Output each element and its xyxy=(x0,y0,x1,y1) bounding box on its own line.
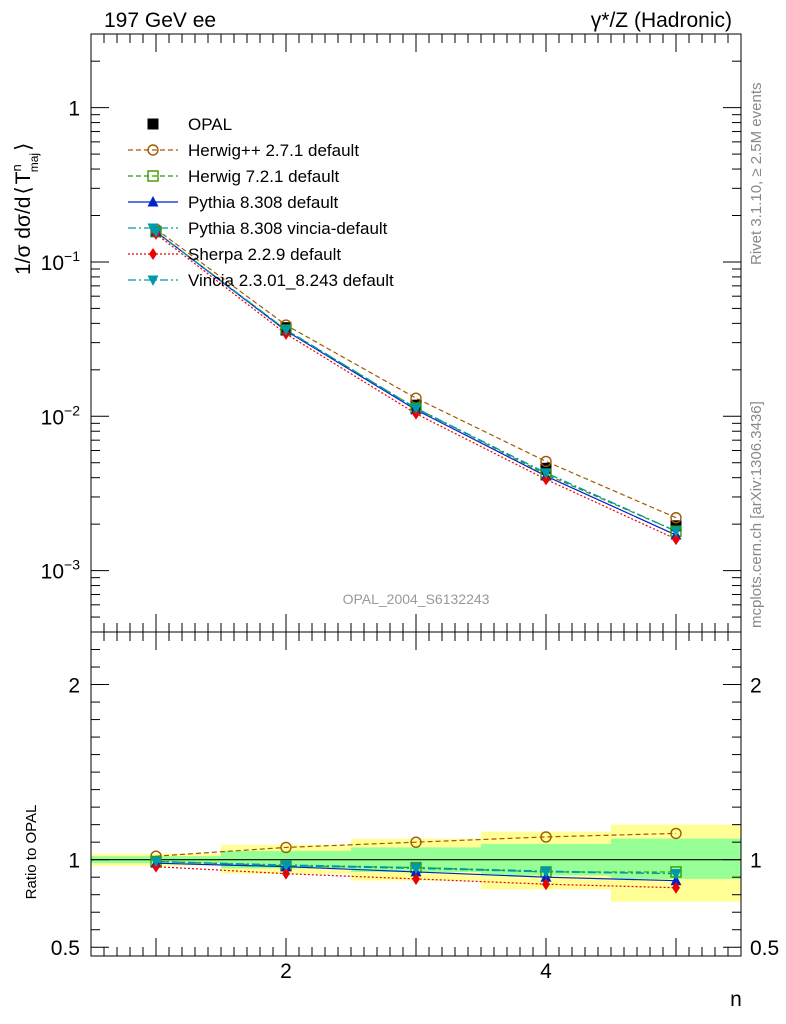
series-point-6-3 xyxy=(410,403,422,415)
data-point-4 xyxy=(540,462,552,474)
ratio-point-5-3 xyxy=(412,872,420,885)
series-point-6-5 xyxy=(670,526,682,538)
ratio-series xyxy=(150,827,682,894)
ratio-point-6-4 xyxy=(540,866,552,878)
x-tick-label-2: 4 xyxy=(540,960,552,983)
series-point-1-4 xyxy=(540,455,552,468)
ratio-point-5-5 xyxy=(672,881,680,894)
ratio-point-3-5 xyxy=(670,874,682,886)
series-point-5-5 xyxy=(672,533,680,546)
legend-marker-6 xyxy=(147,275,159,286)
y-tick-label-3: 10−1 xyxy=(41,248,81,275)
ratio-y-tick-label-left-1: 0.5 xyxy=(51,937,80,960)
ratio-point-1-3 xyxy=(410,836,422,848)
series-line-1 xyxy=(155,228,677,519)
ratio-point-6-1 xyxy=(150,856,162,868)
legend-label-3: Pythia 8.308 default xyxy=(188,193,339,212)
series-line-6 xyxy=(155,231,677,532)
series-point-5-4 xyxy=(542,473,550,486)
mcplots-label: mcplots.cern.ch [arXiv:1306.3436] xyxy=(748,401,765,628)
legend-marker-0 xyxy=(147,118,159,130)
ratio-point-5-2 xyxy=(282,867,290,880)
ratio-y-tick-label-right-2: 1 xyxy=(750,850,762,873)
ratio-y-tick-label-left-2: 1 xyxy=(68,850,80,873)
ratio-point-1-4 xyxy=(540,831,552,843)
legend-label-0: OPAL xyxy=(188,115,232,134)
y-tick-label-2: 10−2 xyxy=(41,402,81,429)
ratio-line-1 xyxy=(155,832,677,857)
ratio-y-tick-label-right-3: 2 xyxy=(750,675,762,698)
legend-label-6: Vincia 2.3.01_8.243 default xyxy=(188,271,394,290)
legend-label-1: Herwig++ 2.7.1 default xyxy=(188,141,359,160)
axes: 10−3 10−2 10−1 1 0.5 0.5 1 1 2 2 2 4 xyxy=(41,33,779,983)
ratio-panel-frame xyxy=(90,631,742,957)
top-y-axis-label: 1/σ dσ/d⟨Tn maj⟩ xyxy=(9,143,41,275)
y-tick-label-4: 1 xyxy=(68,98,80,121)
ratio-point-1-2 xyxy=(280,841,292,854)
ratio-point-5-4 xyxy=(542,878,550,891)
energy-label: 197 GeV ee xyxy=(104,9,216,32)
process-label: γ*/Z (Hadronic) xyxy=(591,9,732,32)
analysis-watermark: OPAL_2004_S6132243 xyxy=(343,591,490,607)
series-point-6-2 xyxy=(280,325,292,336)
legend-label-4: Pythia 8.308 vincia-default xyxy=(188,219,388,238)
legend: OPAL Herwig++ 2.7.1 default Herwig 7.2.1 d… xyxy=(128,115,394,290)
legend-marker-1 xyxy=(147,144,159,156)
series-point-6-4 xyxy=(540,468,552,479)
ratio-point-6-2 xyxy=(280,860,292,871)
ratio-point-6-5 xyxy=(670,869,682,880)
legend-label-5: Sherpa 2.2.9 default xyxy=(188,245,341,264)
y-tick-label-1: 10−3 xyxy=(41,557,81,584)
ratio-y-tick-label-right-1: 0.5 xyxy=(750,937,779,960)
legend-marker-5 xyxy=(149,248,157,260)
ratio-y-tick-label-left-3: 2 xyxy=(68,675,80,698)
legend-marker-2 xyxy=(147,170,159,182)
ratio-point-1-5 xyxy=(670,827,682,840)
ratio-point-6-3 xyxy=(410,863,422,874)
series-point-1-5 xyxy=(670,512,682,524)
x-axis-label: n xyxy=(730,988,742,1011)
rivet-version-label: Rivet 3.1.10, ≥ 2.5M events xyxy=(748,83,765,266)
ratio-y-axis-label: Ratio to OPAL xyxy=(23,805,40,900)
legend-marker-3 xyxy=(147,196,159,207)
x-tick-label-1: 2 xyxy=(280,960,292,983)
legend-marker-4 xyxy=(147,223,159,234)
legend-label-2: Herwig 7.2.1 default xyxy=(188,167,339,186)
